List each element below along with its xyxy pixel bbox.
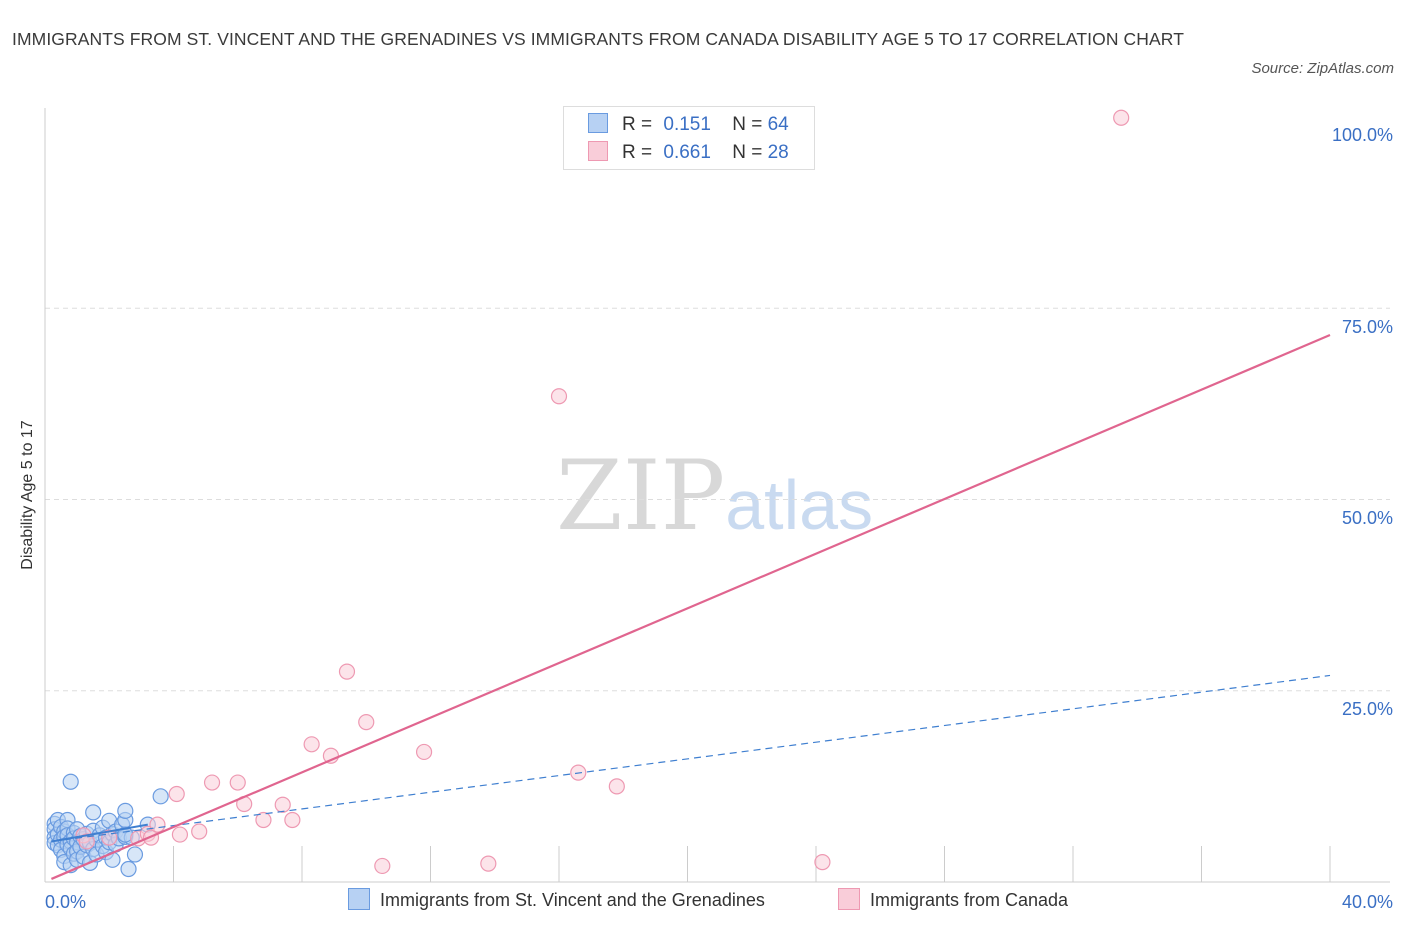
data-point <box>126 846 144 863</box>
data-point <box>255 811 272 829</box>
data-point <box>62 773 79 790</box>
data-point <box>117 802 134 819</box>
data-point <box>78 833 95 850</box>
data-point <box>284 811 301 829</box>
trend-line-blue-solid <box>51 823 148 843</box>
legend-r-value: 0.661 <box>663 142 711 163</box>
legend-n-value: 64 <box>767 114 789 135</box>
data-point <box>550 388 568 405</box>
legend-row-blue: R = 0.151 N = 64 <box>588 113 789 137</box>
trend-line-pink <box>50 334 1331 880</box>
axes <box>44 108 1390 883</box>
series-swatch-blue <box>348 888 370 910</box>
correlation-legend: R = 0.151 N = 64 R = 0.661 N = 28 <box>563 106 815 170</box>
y-tick-label-25: 25.0% <box>1342 699 1393 719</box>
data-point <box>303 736 320 753</box>
grid-lines <box>45 307 1390 692</box>
data-point <box>85 804 102 821</box>
series-legend-pink: Immigrants from Canada <box>838 888 1068 911</box>
series-swatch-pink <box>838 888 860 910</box>
data-point <box>480 855 497 872</box>
series-name-pink: Immigrants from Canada <box>870 890 1069 910</box>
axis-tick-labels: 25.0% 50.0% 75.0% 100.0% 0.0% 40.0% <box>45 125 1393 912</box>
data-point <box>814 854 831 871</box>
data-point <box>120 860 137 878</box>
data-point <box>1113 109 1130 126</box>
legend-n-label: N = <box>732 142 763 163</box>
axis-ticks <box>173 846 1331 882</box>
y-tick-label-50: 50.0% <box>1342 508 1393 528</box>
series-legend-blue: Immigrants from St. Vincent and the Gren… <box>348 888 765 911</box>
x-tick-label-0: 0.0% <box>45 892 86 912</box>
y-tick-label-100: 100.0% <box>1332 125 1393 145</box>
series-name-blue: Immigrants from St. Vincent and the Gren… <box>380 890 765 910</box>
series-pink-points <box>75 109 1130 875</box>
trend-line-blue <box>51 674 1331 843</box>
legend-n-label: N = <box>732 114 763 135</box>
data-point <box>203 774 221 791</box>
data-point <box>358 714 375 731</box>
y-tick-label-75: 75.0% <box>1342 317 1393 337</box>
data-point <box>152 788 169 805</box>
chart-title: IMMIGRANTS FROM ST. VINCENT AND THE GREN… <box>12 29 1185 49</box>
legend-r-label: R = <box>622 114 653 135</box>
legend-swatch-pink <box>588 141 608 161</box>
data-point <box>171 826 189 843</box>
legend-r-value: 0.151 <box>663 114 711 135</box>
data-point <box>168 785 185 803</box>
source-label: Source: ZipAtlas.com <box>1251 60 1394 77</box>
data-point <box>338 663 356 680</box>
legend-row-pink: R = 0.661 N = 28 <box>588 141 789 165</box>
trend-lines <box>50 334 1331 880</box>
data-point <box>274 796 291 813</box>
x-tick-label-40: 40.0% <box>1342 892 1393 912</box>
legend-r-label: R = <box>622 142 653 163</box>
legend-n-value: 28 <box>767 142 789 163</box>
data-point <box>149 816 166 833</box>
data-point <box>191 823 208 840</box>
data-point <box>374 857 391 875</box>
legend-swatch-blue <box>588 113 608 133</box>
data-point <box>608 778 625 795</box>
data-point <box>229 774 246 791</box>
data-point <box>415 743 433 761</box>
